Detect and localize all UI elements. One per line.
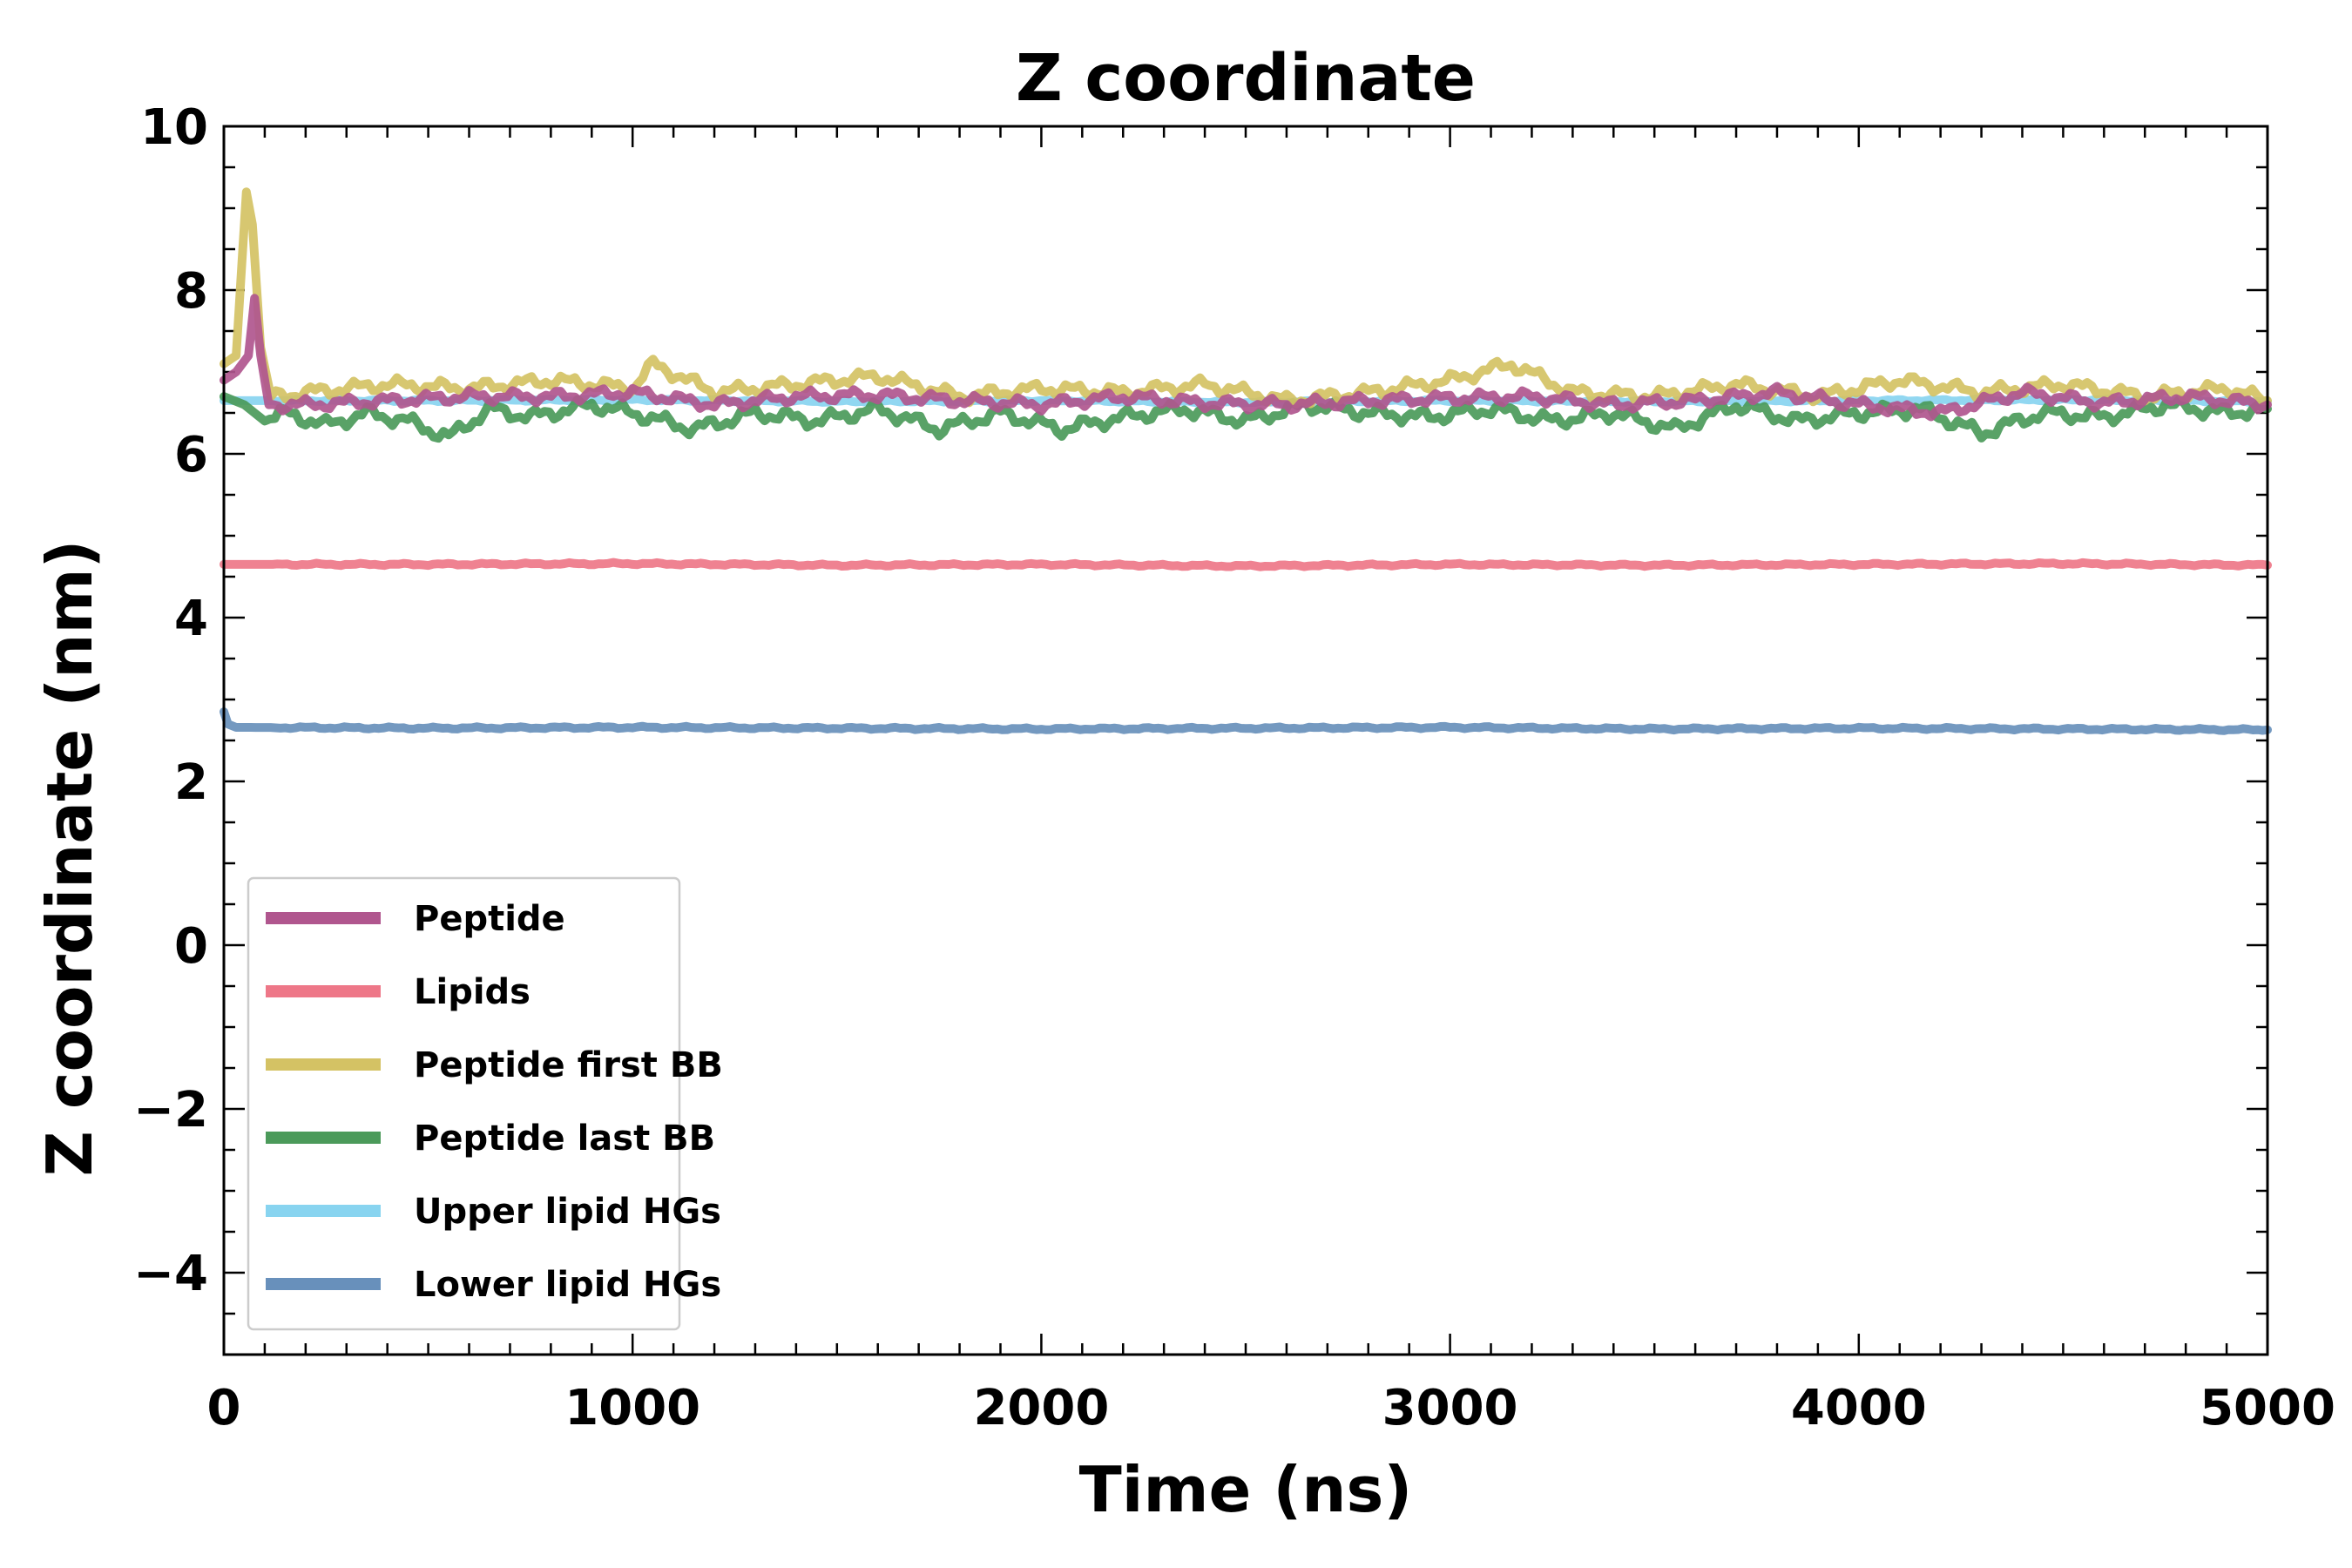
y-tick-label: 4 [174, 591, 208, 647]
series-line-peptide [220, 294, 2272, 422]
y-axis-label: Z coordinate (nm) [33, 540, 106, 1177]
legend-label: Upper lipid HGs [414, 1192, 721, 1232]
legend-label: Peptide [414, 899, 565, 939]
series-line-lipids [220, 558, 2272, 571]
series-lines [220, 187, 2272, 735]
legend-label: Peptide last BB [414, 1119, 715, 1159]
series-line-peptide-first-bb [220, 187, 2272, 409]
x-tick-label: 4000 [1791, 1380, 1927, 1436]
plot-frame [222, 125, 2269, 1356]
legend-label: Peptide first BB [414, 1045, 723, 1085]
x-axis-label: Time (ns) [1079, 1453, 1413, 1526]
y-tick-label: −2 [133, 1082, 208, 1139]
y-tick-label: −4 [133, 1246, 208, 1302]
x-tick-label: 5000 [2200, 1380, 2335, 1436]
x-tick-label: 1000 [564, 1380, 700, 1436]
x-tick-label: 0 [207, 1380, 241, 1436]
legend-box [247, 876, 681, 1331]
series-line-lower-lipid-hgs [220, 707, 2272, 735]
y-tick-label: 8 [174, 263, 208, 320]
chart-title: Z coordinate [1016, 41, 1476, 116]
y-tick-label: 0 [174, 918, 208, 975]
legend: Peptide Lipids Peptide first BB Peptide las… [247, 876, 723, 1331]
y-tick-label: 2 [174, 754, 208, 811]
tick-labels: 0 1000 2000 3000 4000 5000 −4 −2 0 2 4 6 8 10 [133, 99, 2335, 1436]
x-tick-label: 3000 [1382, 1380, 1518, 1436]
y-tick-label: 6 [174, 427, 208, 483]
y-tick-label: 10 [140, 99, 208, 156]
legend-label: Lipids [414, 972, 531, 1012]
x-tick-label: 2000 [973, 1380, 1109, 1436]
legend-label: Lower lipid HGs [414, 1265, 721, 1305]
series-line-peptide-last-bb [220, 392, 2272, 443]
axis-ticks [222, 125, 2269, 1356]
